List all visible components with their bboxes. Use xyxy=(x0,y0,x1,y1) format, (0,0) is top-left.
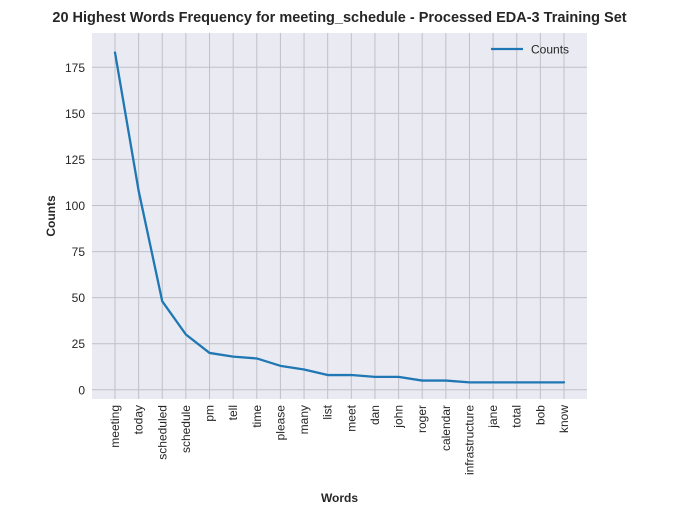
y-tick-label: 50 xyxy=(72,291,86,305)
legend-label: Counts xyxy=(531,43,569,57)
x-tick-label: tell xyxy=(226,405,240,420)
x-tick-label: total xyxy=(510,405,524,428)
grid-lines xyxy=(92,33,587,399)
y-tick-label: 125 xyxy=(65,153,85,167)
x-tick-label: roger xyxy=(415,405,429,433)
x-tick-label: infrastructure xyxy=(462,405,476,475)
y-tick-label: 175 xyxy=(65,61,85,75)
x-tick-label: meeting xyxy=(108,405,122,448)
x-tick-label: pm xyxy=(203,405,217,422)
x-tick-label: today xyxy=(132,405,146,434)
y-axis-label: Counts xyxy=(44,195,58,237)
x-tick-labels: meeting today scheduled schedule pm tell time p… xyxy=(108,404,571,475)
y-tick-label: 100 xyxy=(65,199,85,213)
x-tick-label: dan xyxy=(368,405,382,425)
x-tick-label: calendar xyxy=(439,405,453,451)
y-tick-label: 150 xyxy=(65,107,85,121)
x-tick-label: know xyxy=(557,405,571,433)
x-tick-label: meet xyxy=(344,404,358,431)
plot-area xyxy=(92,33,587,399)
x-tick-label: scheduled xyxy=(155,405,169,460)
x-tick-label: time xyxy=(250,405,264,428)
legend: Counts xyxy=(491,43,569,57)
x-tick-label: bob xyxy=(533,405,547,425)
y-tick-label: 75 xyxy=(72,245,86,259)
x-tick-label: list xyxy=(321,404,335,419)
series-group xyxy=(113,51,566,384)
x-tick-label: john xyxy=(392,405,406,429)
x-tick-label: schedule xyxy=(179,405,193,453)
x-tick-label: please xyxy=(273,405,287,441)
x-tick-label: jane xyxy=(486,405,500,429)
y-tick-label: 0 xyxy=(78,383,85,397)
series-line-0 xyxy=(113,51,566,384)
y-tick-labels: 0 25 50 75 100 125 150 175 xyxy=(65,61,85,398)
y-tick-label: 25 xyxy=(72,337,86,351)
x-tick-label: many xyxy=(297,405,311,434)
x-axis-label: Words xyxy=(321,491,358,505)
chart-title: 20 Highest Words Frequency for meeting_s… xyxy=(52,10,626,26)
